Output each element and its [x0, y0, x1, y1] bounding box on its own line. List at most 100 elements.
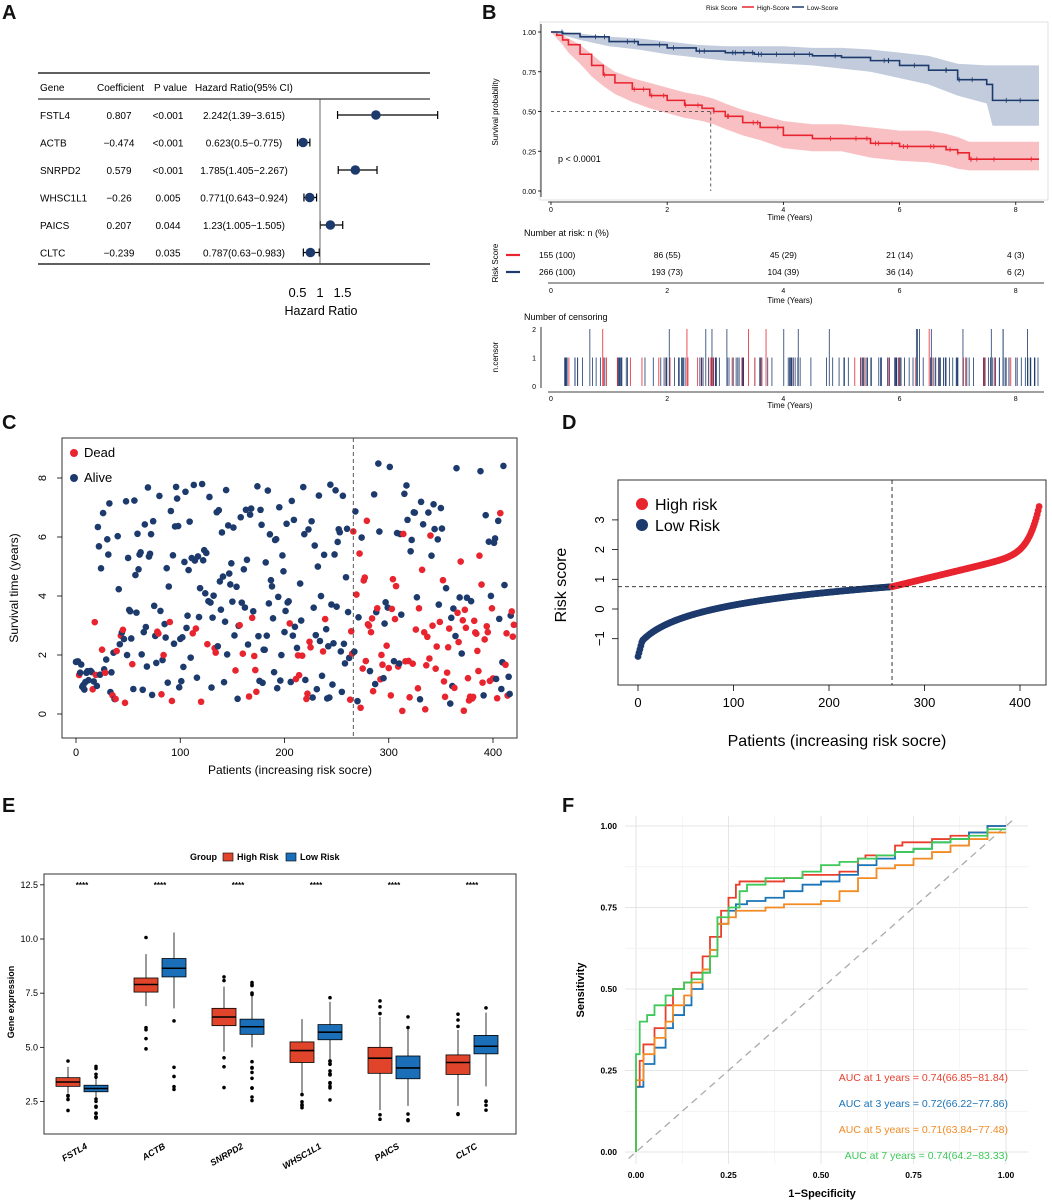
- risk-cell-0-2: 45 (29): [770, 250, 797, 260]
- e-sig-2: ****: [232, 881, 245, 890]
- c-point-152: [231, 632, 238, 639]
- c-point-90: [166, 618, 174, 626]
- censor-title: Number of censoring: [524, 312, 608, 322]
- c-point-160: [239, 650, 247, 658]
- c-point-72: [147, 530, 155, 538]
- c-point-357: [444, 643, 452, 651]
- forest-gene-3: WHSC1L1: [40, 194, 88, 205]
- c-point-261: [344, 608, 352, 616]
- c-point-386: [475, 667, 482, 675]
- c-x-tick-4: 400: [484, 747, 502, 759]
- e-outlier-4-0-0: [378, 999, 382, 1003]
- c-point-24: [97, 565, 105, 572]
- forest-gene-2: SNRPD2: [40, 166, 81, 177]
- c-point-391: [480, 692, 487, 699]
- c-point-366: [454, 609, 461, 617]
- c-point-107: [184, 612, 191, 619]
- c-point-102: [179, 634, 186, 641]
- km-x-tick-2: 4: [781, 207, 785, 214]
- c-point-329: [415, 605, 423, 612]
- c-point-56: [131, 497, 138, 504]
- e-outlier-3-1-12: [328, 1080, 332, 1085]
- c-point-247: [330, 640, 337, 647]
- c-point-385: [474, 647, 481, 655]
- c-point-68: [143, 663, 151, 670]
- c-point-221: [303, 695, 310, 703]
- panel-label-b: B: [482, 2, 497, 24]
- c-point-194: [274, 593, 282, 601]
- panel-label-c: C: [2, 412, 17, 434]
- panel-label-a: A: [2, 2, 17, 24]
- c-point-40: [114, 532, 121, 540]
- f-y-tick-4: 1.00: [600, 821, 617, 831]
- forest-gene-0: FSTL4: [40, 111, 70, 122]
- c-point-164: [243, 556, 251, 564]
- c-point-115: [192, 625, 200, 632]
- forest-pvalue-4: 0.044: [155, 221, 180, 232]
- c-point-207: [288, 497, 296, 505]
- c-point-350: [437, 504, 445, 512]
- c-point-325: [411, 509, 419, 516]
- c-point-379: [467, 597, 475, 605]
- c-point-41: [115, 585, 123, 593]
- c-point-132: [210, 592, 217, 599]
- c-point-91: [167, 507, 175, 515]
- c-point-341: [428, 552, 435, 560]
- c-point-142: [220, 678, 228, 686]
- c-point-226: [308, 517, 315, 525]
- d-x-tick-1: 100: [723, 695, 745, 710]
- d-x-tick-2: 200: [818, 695, 840, 710]
- c-point-218: [299, 483, 307, 491]
- risk-cell-0-3: 21 (14): [886, 250, 913, 260]
- c-point-205: [286, 620, 294, 627]
- c-point-227: [309, 694, 316, 701]
- c-point-80: [156, 492, 163, 500]
- c-point-387: [476, 552, 483, 560]
- c-point-231: [313, 685, 321, 693]
- c-point-34: [108, 669, 115, 676]
- e-outlier-0-1-5: [94, 1104, 98, 1109]
- c-point-269: [353, 591, 360, 598]
- e-y-label: Gene expression: [6, 966, 16, 1039]
- c-point-249: [332, 486, 339, 494]
- c-point-185: [265, 600, 273, 607]
- e-outlier-1-1-1: [172, 1087, 176, 1092]
- c-point-362: [450, 605, 457, 612]
- c-point-235: [317, 592, 325, 600]
- c-point-162: [241, 604, 249, 611]
- c-point-389: [478, 581, 485, 588]
- d-x-tick-3: 300: [914, 695, 936, 710]
- c-point-67: [142, 623, 150, 631]
- c-point-390: [479, 679, 486, 686]
- c-point-128: [206, 493, 213, 501]
- c-point-55: [130, 685, 137, 693]
- e-outlier-2-1-8: [250, 1065, 254, 1070]
- c-point-335: [421, 706, 429, 713]
- c-point-343: [430, 501, 437, 508]
- forest-hr-text-0: 2.242(1.39−3.615): [203, 111, 285, 122]
- e-sig-0: ****: [76, 881, 89, 890]
- c-point-139: [217, 606, 225, 614]
- c-point-304: [389, 575, 397, 583]
- censor-x-tick-0: 0: [549, 396, 553, 403]
- c-point-282: [366, 667, 374, 675]
- e-legend-low-swatch: [285, 852, 297, 862]
- c-point-183: [263, 632, 271, 639]
- c-point-31: [105, 551, 112, 558]
- c-point-370: [458, 650, 466, 657]
- c-point-219: [301, 530, 308, 538]
- censor-y-tick-0: 0: [532, 384, 536, 391]
- risk-x-tick-1: 2: [665, 288, 669, 295]
- censor-x-tick-1: 2: [665, 396, 669, 403]
- c-point-134: [212, 649, 219, 656]
- e-x-tick-4: PAICS: [373, 1141, 401, 1163]
- e-outlier-3-1-13: [328, 1072, 332, 1077]
- c-point-274: [358, 534, 365, 541]
- c-point-279: [363, 517, 371, 525]
- e-outlier-2-1-13: [250, 980, 254, 985]
- c-point-313: [399, 707, 406, 715]
- c-point-419: [509, 633, 517, 640]
- c-point-312: [397, 611, 405, 618]
- c-point-315: [401, 490, 408, 498]
- c-point-54: [128, 660, 136, 668]
